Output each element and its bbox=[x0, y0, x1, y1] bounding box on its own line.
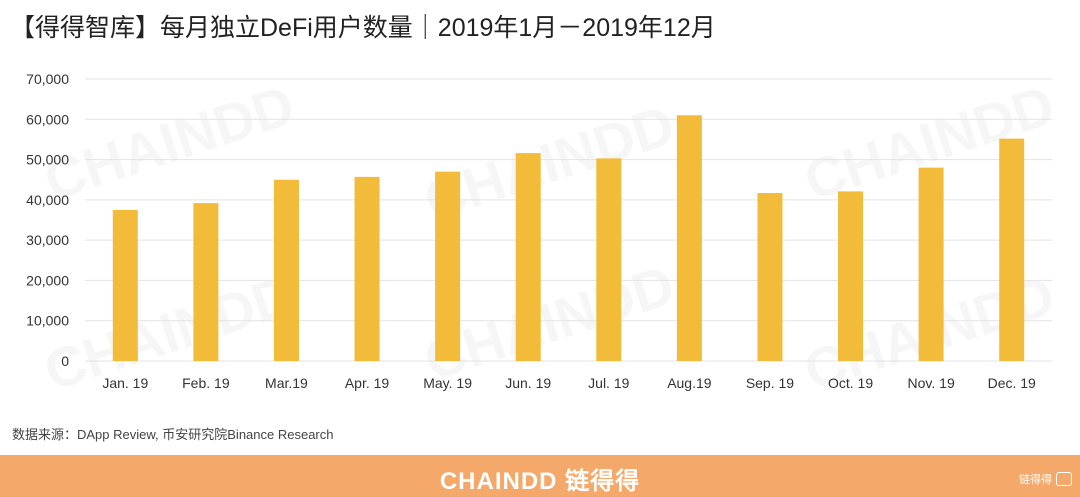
x-tick-label: Dec. 19 bbox=[988, 375, 1036, 391]
bars bbox=[112, 115, 1025, 361]
bar bbox=[999, 138, 1025, 361]
bar bbox=[515, 153, 541, 361]
bar bbox=[112, 209, 138, 361]
chart-title: 【得得智库】每月独立DeFi用户数量｜2019年1月－2019年12月 bbox=[10, 14, 716, 42]
bar bbox=[273, 179, 299, 361]
bar bbox=[354, 176, 380, 361]
source-note: 数据来源：DApp Review, 币安研究院Binance Research bbox=[12, 427, 334, 442]
x-tick-label: Aug.19 bbox=[667, 375, 712, 391]
footer-logo-text: 链得得 bbox=[1019, 474, 1052, 486]
x-axis-ticks: Jan. 19 Feb. 19 Mar.19 Apr. 19 May. 19 Jun. 1… bbox=[102, 375, 1036, 391]
x-tick-label: Jan. 19 bbox=[102, 375, 148, 391]
x-tick-label: Sep. 19 bbox=[746, 375, 794, 391]
x-tick-label: Mar.19 bbox=[265, 375, 308, 391]
bar bbox=[918, 167, 944, 361]
x-tick-label: Feb. 19 bbox=[182, 375, 230, 391]
bar bbox=[596, 158, 622, 361]
bar-chart: 0 10,000 20,000 30,000 40,000 50,000 60,000 70,… bbox=[26, 71, 1052, 391]
bar bbox=[676, 115, 702, 361]
y-tick-label: 0 bbox=[61, 353, 69, 369]
y-tick-label: 10,000 bbox=[26, 313, 69, 329]
footer-brand: CHAINDD 链得得 bbox=[439, 468, 641, 495]
logo-icon bbox=[1056, 472, 1072, 486]
bar bbox=[435, 171, 461, 361]
x-tick-label: May. 19 bbox=[423, 375, 472, 391]
y-tick-label: 20,000 bbox=[26, 272, 69, 288]
x-tick-label: Jul. 19 bbox=[588, 375, 629, 391]
y-tick-label: 70,000 bbox=[26, 71, 69, 87]
y-tick-label: 60,000 bbox=[26, 111, 69, 127]
x-tick-label: Oct. 19 bbox=[828, 375, 873, 391]
x-tick-label: Nov. 19 bbox=[908, 375, 955, 391]
x-tick-label: Apr. 19 bbox=[345, 375, 390, 391]
x-tick-label: Jun. 19 bbox=[505, 375, 551, 391]
bar bbox=[757, 193, 783, 361]
y-tick-label: 50,000 bbox=[26, 152, 69, 168]
footer-banner: CHAINDD 链得得 链得得 bbox=[0, 455, 1080, 497]
gridlines bbox=[85, 78, 1052, 362]
y-tick-label: 30,000 bbox=[26, 232, 69, 248]
y-tick-label: 40,000 bbox=[26, 192, 69, 208]
bar bbox=[193, 203, 219, 361]
y-axis-ticks: 0 10,000 20,000 30,000 40,000 50,000 60,000 70,… bbox=[26, 71, 69, 369]
bar bbox=[838, 191, 864, 361]
